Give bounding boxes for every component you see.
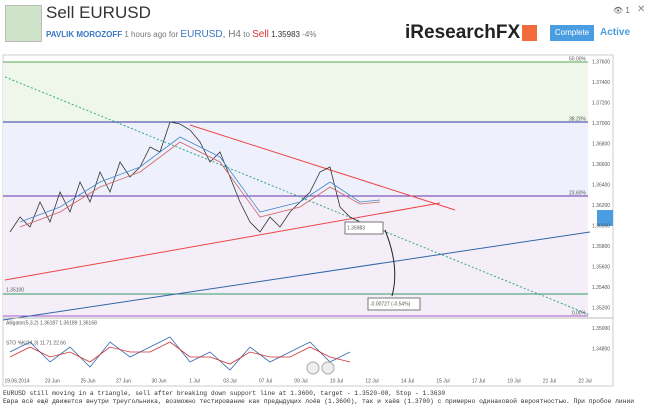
description-line: Евра всё ещё движется внутри треугольник…	[3, 398, 635, 405]
price-tick: 1.35600	[592, 264, 610, 270]
brand: iResearchFX	[405, 22, 521, 43]
description-line: EURUSD still moving in a triangle, sell …	[3, 390, 446, 397]
views: 👁 1	[613, 6, 630, 15]
time: 1 hours ago for	[124, 30, 179, 39]
symbol[interactable]: EURUSD	[180, 29, 223, 40]
fib-label: 23.60%	[569, 190, 587, 196]
price-tick: 1.37600	[592, 59, 610, 65]
ma-line	[19, 136, 381, 223]
support-label: 1.35100	[6, 287, 24, 293]
price-tick: 1.37200	[592, 100, 610, 106]
zoom-in[interactable]	[306, 361, 320, 375]
author[interactable]: PAVLIK MOROZOFF	[46, 30, 123, 39]
trend-line	[4, 76, 591, 316]
price: 1.35983	[271, 30, 300, 39]
date-tick: 12 Jul	[365, 378, 378, 384]
date-tick: 22 Jul	[578, 378, 591, 384]
direction: Sell	[252, 29, 269, 40]
price-tick: 1.37400	[592, 80, 610, 86]
date-tick: 19.06.2014	[4, 378, 29, 384]
date-tick: 07 Jul	[259, 378, 272, 384]
date-tick: 15 Jul	[436, 378, 449, 384]
price-tick: 1.36000	[592, 223, 610, 229]
date-tick: 14 Jul	[401, 378, 414, 384]
date-tick: 17 Jul	[472, 378, 485, 384]
label-box	[344, 221, 384, 235]
trend-line	[2, 231, 591, 321]
date-tick: 03 Jul	[223, 378, 236, 384]
price-tick: 1.34800	[592, 346, 610, 352]
price-tick: 1.35800	[592, 244, 610, 250]
date-tick: 19 Jul	[507, 378, 520, 384]
stoch-line	[9, 341, 351, 365]
change: -4%	[302, 30, 317, 39]
fib-band	[3, 62, 588, 122]
ticks: 1.37600 1.37400 1.37200 1.37000 1.36800 1.366…	[4, 56, 610, 384]
idea-title: Sell EURUSD	[46, 3, 151, 22]
price-tick: 1.36800	[592, 141, 610, 147]
indicator-label: Alligator(5,3,2) 1.36187 1.36189 1.36168	[6, 320, 97, 326]
to: to	[243, 30, 250, 39]
fib-label: 0.00%	[572, 310, 587, 316]
play-button[interactable]	[597, 210, 613, 226]
fib-label: 50.00%	[569, 56, 587, 62]
complete-button[interactable]: Complete	[550, 25, 594, 41]
fib-label: 38.20%	[569, 116, 587, 122]
idea-meta: PAVLIK MOROZOFF 1 hours ago for EURUSD, …	[46, 29, 316, 40]
chart: 1.35983 -0.00727 (-0.54%) 1.35100 Alliga…	[2, 54, 614, 387]
date-tick: 09 Jul	[294, 378, 307, 384]
price-tick: 1.35200	[592, 305, 610, 311]
label-box	[367, 297, 421, 311]
date-tick: 23 Jun	[45, 378, 60, 384]
share-button[interactable]	[522, 25, 537, 41]
price-tick: 1.36200	[592, 203, 610, 209]
target-label: -0.00727 (-0.54%)	[370, 301, 411, 307]
price-series	[9, 121, 361, 233]
timeframe: , H4	[222, 29, 241, 40]
price-tick: 1.37000	[592, 121, 610, 127]
zoom-out[interactable]	[321, 361, 335, 375]
ma-line	[19, 141, 381, 228]
date-tick: 1 Jul	[189, 378, 200, 384]
triangle-line	[4, 202, 441, 281]
views-count: 1	[625, 6, 630, 15]
fib-band	[3, 196, 588, 316]
price-tick: 1.36600	[592, 162, 610, 168]
date-tick: 21 Jul	[543, 378, 556, 384]
close[interactable]: ✕	[637, 4, 646, 15]
entry-label: 1.35983	[347, 225, 365, 231]
target-arrow	[384, 229, 396, 297]
price-tick: 1.35000	[592, 326, 610, 332]
avatar[interactable]	[5, 5, 42, 42]
status: Active	[600, 27, 631, 38]
price-tick: 1.35400	[592, 285, 610, 291]
description: EURUSD still moving in a triangle, sell …	[3, 390, 634, 406]
date-tick: 25 Jun	[80, 378, 95, 384]
indicator-label: STO %K(14,3) 11.71 22.66	[6, 340, 66, 346]
date-tick: 30 Jun	[151, 378, 166, 384]
date-tick: 10 Jul	[330, 378, 343, 384]
price-tick: 1.36400	[592, 182, 610, 188]
date-tick: 27 Jun	[116, 378, 131, 384]
triangle-line	[189, 124, 456, 211]
